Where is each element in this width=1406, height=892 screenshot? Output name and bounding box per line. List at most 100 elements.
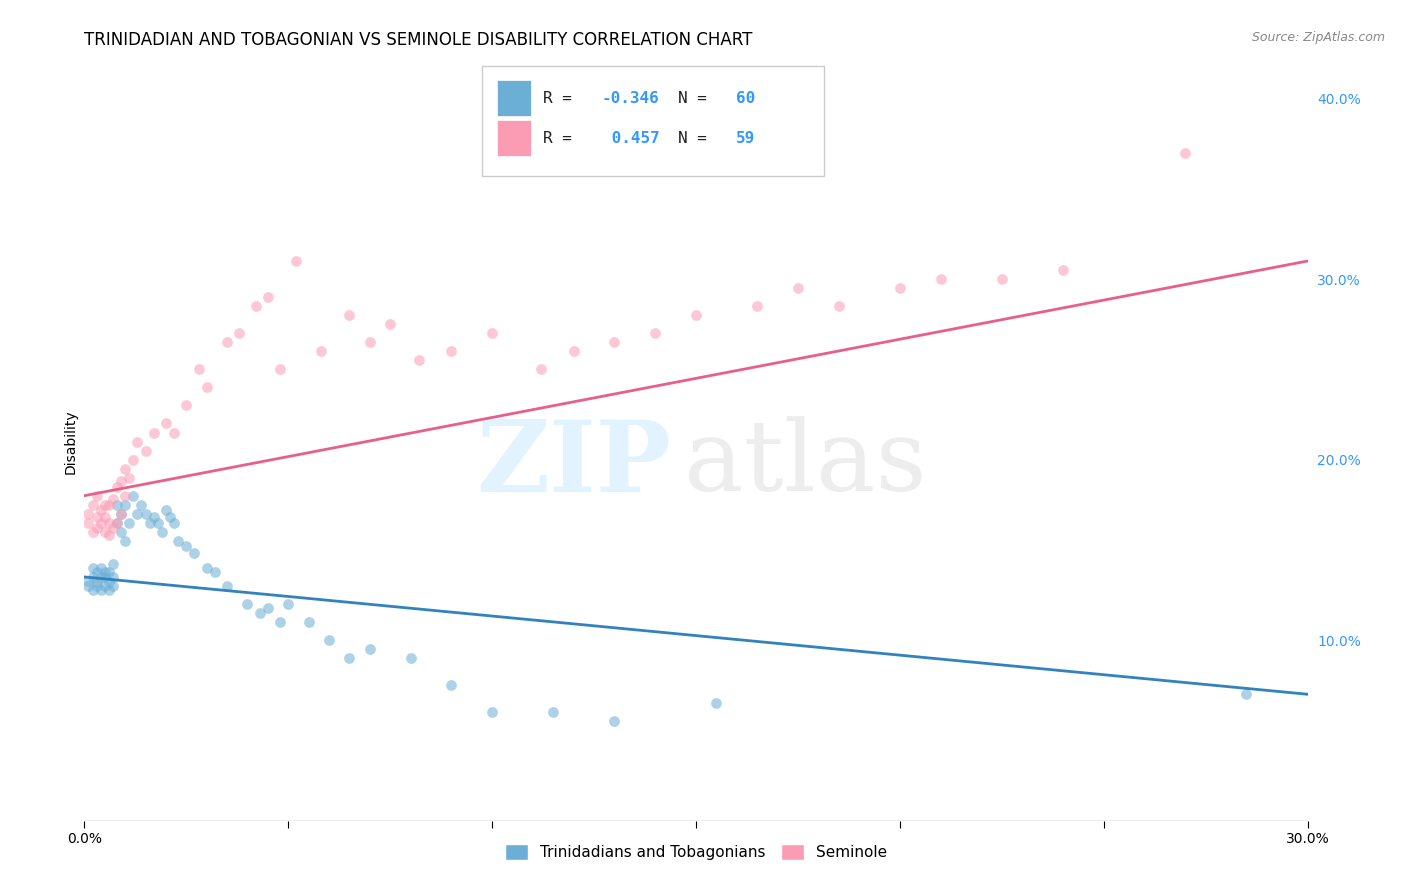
Point	[245, 299, 267, 313]
Point	[1236, 687, 1258, 701]
Point	[93, 498, 115, 512]
Point	[277, 597, 299, 611]
Point	[217, 335, 239, 350]
Point	[105, 516, 128, 530]
Point	[77, 574, 100, 588]
Point	[644, 326, 666, 341]
Point	[86, 579, 108, 593]
Point	[90, 503, 112, 517]
Point	[82, 561, 104, 575]
Point	[195, 561, 218, 575]
Point	[217, 579, 239, 593]
Point	[86, 575, 108, 590]
Point	[142, 425, 165, 440]
Point	[90, 570, 112, 584]
Point	[101, 570, 124, 584]
Point	[86, 565, 108, 579]
Point	[174, 399, 197, 413]
Point	[1052, 263, 1074, 277]
Point	[603, 714, 626, 729]
Point	[298, 615, 321, 629]
Point	[257, 290, 280, 304]
Point	[101, 492, 124, 507]
Point	[93, 524, 115, 539]
Text: atlas: atlas	[683, 417, 927, 512]
Point	[150, 524, 173, 539]
Point	[86, 510, 108, 524]
Point	[93, 570, 115, 584]
Point	[159, 510, 181, 524]
Point	[114, 498, 136, 512]
Text: R =: R =	[543, 91, 582, 105]
Point	[204, 565, 226, 579]
Point	[142, 510, 165, 524]
Point	[82, 570, 104, 584]
Point	[105, 516, 128, 530]
Point	[318, 633, 340, 648]
Point	[97, 582, 120, 597]
Text: 0.457: 0.457	[602, 131, 659, 145]
Point	[359, 642, 381, 657]
Point	[339, 651, 361, 665]
Point	[787, 281, 810, 295]
Point	[110, 475, 132, 489]
FancyBboxPatch shape	[496, 80, 531, 116]
Point	[135, 443, 157, 458]
Point	[135, 507, 157, 521]
Point	[93, 510, 115, 524]
Point	[105, 480, 128, 494]
Point	[543, 706, 565, 720]
Point	[1174, 145, 1197, 160]
Point	[309, 344, 332, 359]
Point	[93, 565, 115, 579]
Point	[105, 498, 128, 512]
Point	[127, 434, 149, 449]
Point	[889, 281, 911, 295]
Point	[77, 516, 100, 530]
Point	[228, 326, 250, 341]
FancyBboxPatch shape	[496, 120, 531, 156]
Point	[380, 317, 402, 331]
Point	[110, 524, 132, 539]
Point	[155, 503, 177, 517]
Point	[174, 539, 197, 553]
Point	[530, 362, 553, 376]
Point	[82, 498, 104, 512]
Point	[706, 696, 728, 710]
Point	[110, 507, 132, 521]
Point	[93, 579, 115, 593]
Point	[101, 558, 124, 572]
Point	[929, 272, 952, 286]
Point	[77, 579, 100, 593]
Legend: Trinidadians and Tobagonians, Seminole: Trinidadians and Tobagonians, Seminole	[499, 838, 893, 866]
Point	[257, 600, 280, 615]
Point	[285, 254, 308, 268]
Point	[440, 678, 463, 692]
Point	[163, 516, 186, 530]
FancyBboxPatch shape	[482, 66, 824, 177]
Point	[82, 524, 104, 539]
Point	[359, 335, 381, 350]
Point	[747, 299, 769, 313]
Point	[269, 362, 291, 376]
Point	[146, 516, 169, 530]
Point	[562, 344, 585, 359]
Point	[122, 489, 145, 503]
Point	[183, 546, 205, 560]
Text: Source: ZipAtlas.com: Source: ZipAtlas.com	[1251, 31, 1385, 45]
Point	[481, 326, 503, 341]
Point	[167, 533, 190, 548]
Text: 59: 59	[737, 131, 755, 145]
Point	[97, 565, 120, 579]
Point	[236, 597, 259, 611]
Text: 60: 60	[737, 91, 755, 105]
Point	[249, 606, 271, 620]
Text: N =: N =	[678, 131, 716, 145]
Point	[114, 533, 136, 548]
Point	[339, 308, 361, 322]
Point	[97, 528, 120, 542]
Point	[122, 452, 145, 467]
Point	[131, 498, 153, 512]
Text: TRINIDADIAN AND TOBAGONIAN VS SEMINOLE DISABILITY CORRELATION CHART: TRINIDADIAN AND TOBAGONIAN VS SEMINOLE D…	[84, 31, 752, 49]
Point	[110, 507, 132, 521]
